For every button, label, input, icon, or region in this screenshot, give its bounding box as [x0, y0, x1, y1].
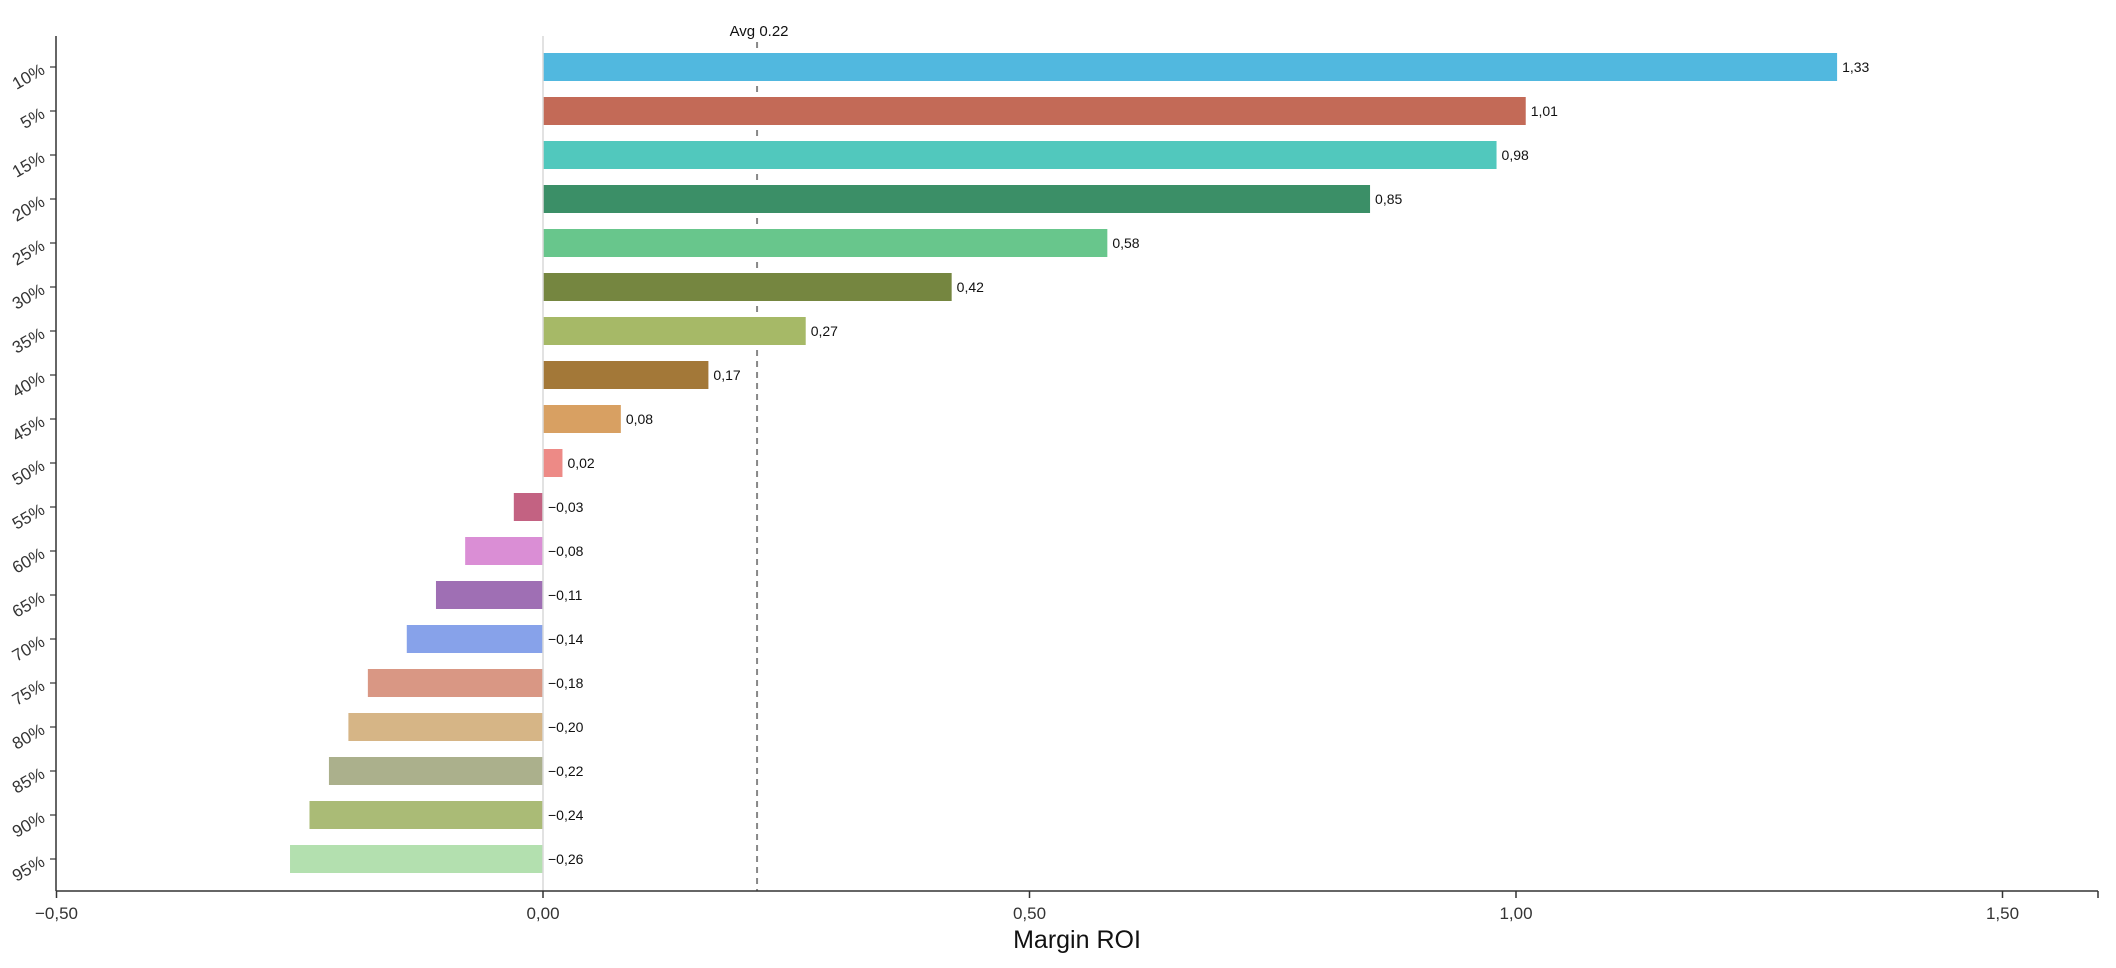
- bar-value-label: 0,85: [1375, 191, 1402, 207]
- x-tick-label: 0,50: [1013, 904, 1046, 923]
- bar: [328, 757, 543, 785]
- bar: [435, 581, 543, 609]
- y-tick-label: 25%: [9, 236, 48, 269]
- bar-value-label: −0,11: [548, 587, 583, 603]
- y-tick-label: 5%: [17, 104, 48, 133]
- y-tick-label: 75%: [9, 676, 48, 709]
- bar: [543, 185, 1371, 213]
- bar-value-label: 0,08: [626, 411, 653, 427]
- bar-value-label: −0,22: [548, 763, 584, 779]
- y-tick-label: 45%: [9, 412, 48, 445]
- x-axis: −0,50 0,00 0,50 1,00 1,50: [35, 891, 2099, 923]
- bar: [309, 801, 543, 829]
- bar-value-label: −0,18: [548, 675, 584, 691]
- y-tick-label: 35%: [9, 324, 48, 357]
- y-tick-label: 90%: [9, 808, 48, 841]
- bar: [367, 669, 543, 697]
- bar: [513, 493, 543, 521]
- average-marker: Avg 0.22: [730, 23, 789, 891]
- bar-value-label: −0,26: [548, 851, 584, 867]
- bar: [290, 845, 543, 873]
- y-tick-label: 40%: [9, 368, 48, 401]
- bar: [543, 317, 806, 345]
- y-tick-label: 10%: [9, 60, 48, 93]
- bar-value-label: −0,14: [548, 631, 584, 647]
- x-tick-label: 0,00: [526, 904, 559, 923]
- bar-value-label: 0,02: [567, 455, 594, 471]
- bar: [543, 361, 709, 389]
- y-tick-label: 95%: [9, 852, 48, 885]
- bar-value-label: −0,24: [548, 807, 584, 823]
- bar-value-label: 0,42: [957, 279, 984, 295]
- y-tick-label: 60%: [9, 544, 48, 577]
- bar-value-label: −0,03: [548, 499, 584, 515]
- x-tick-label: −0,50: [35, 904, 78, 923]
- y-tick-label: 15%: [9, 148, 48, 181]
- x-tick-label: 1,00: [1499, 904, 1532, 923]
- bar: [543, 97, 1526, 125]
- y-tick-label: 30%: [9, 280, 48, 313]
- y-tick-label: 80%: [9, 720, 48, 753]
- y-tick-label: 85%: [9, 764, 48, 797]
- bar-value-label: 0,58: [1112, 235, 1139, 251]
- bar-value-label: 0,17: [713, 367, 740, 383]
- y-tick-label: 70%: [9, 632, 48, 665]
- bar: [543, 449, 563, 477]
- bar-value-label: 1,01: [1531, 103, 1558, 119]
- bar: [543, 405, 621, 433]
- bar: [543, 229, 1108, 257]
- bar-value-label: 0,27: [811, 323, 838, 339]
- bar-value-label: −0,20: [548, 719, 584, 735]
- bar: [348, 713, 543, 741]
- average-label: Avg 0.22: [730, 23, 789, 40]
- bars-group: [290, 53, 1838, 873]
- value-labels-group: 1,33 1,01 0,98 0,85 0,58 0,42 0,27 0,17 0,08 0,02…: [548, 59, 1870, 867]
- bar: [406, 625, 543, 653]
- y-tick-label: 65%: [9, 588, 48, 621]
- bar: [543, 141, 1497, 169]
- y-tick-label: 55%: [9, 500, 48, 533]
- bar-value-label: 0,98: [1502, 147, 1529, 163]
- bar: [465, 537, 543, 565]
- x-axis-title: Margin ROI: [1013, 926, 1141, 954]
- x-tick-label: 1,50: [1986, 904, 2019, 923]
- y-axis: 10% 5% 15% 20% 25% 30% 35% 40% 45% 50% 55% 60% 65% 70…: [9, 60, 56, 885]
- bar-value-label: −0,08: [548, 543, 584, 559]
- bar: [543, 53, 1838, 81]
- bar: [543, 273, 952, 301]
- y-tick-label: 50%: [9, 456, 48, 489]
- bar-value-label: 1,33: [1842, 59, 1869, 75]
- y-tick-label: 20%: [9, 192, 48, 225]
